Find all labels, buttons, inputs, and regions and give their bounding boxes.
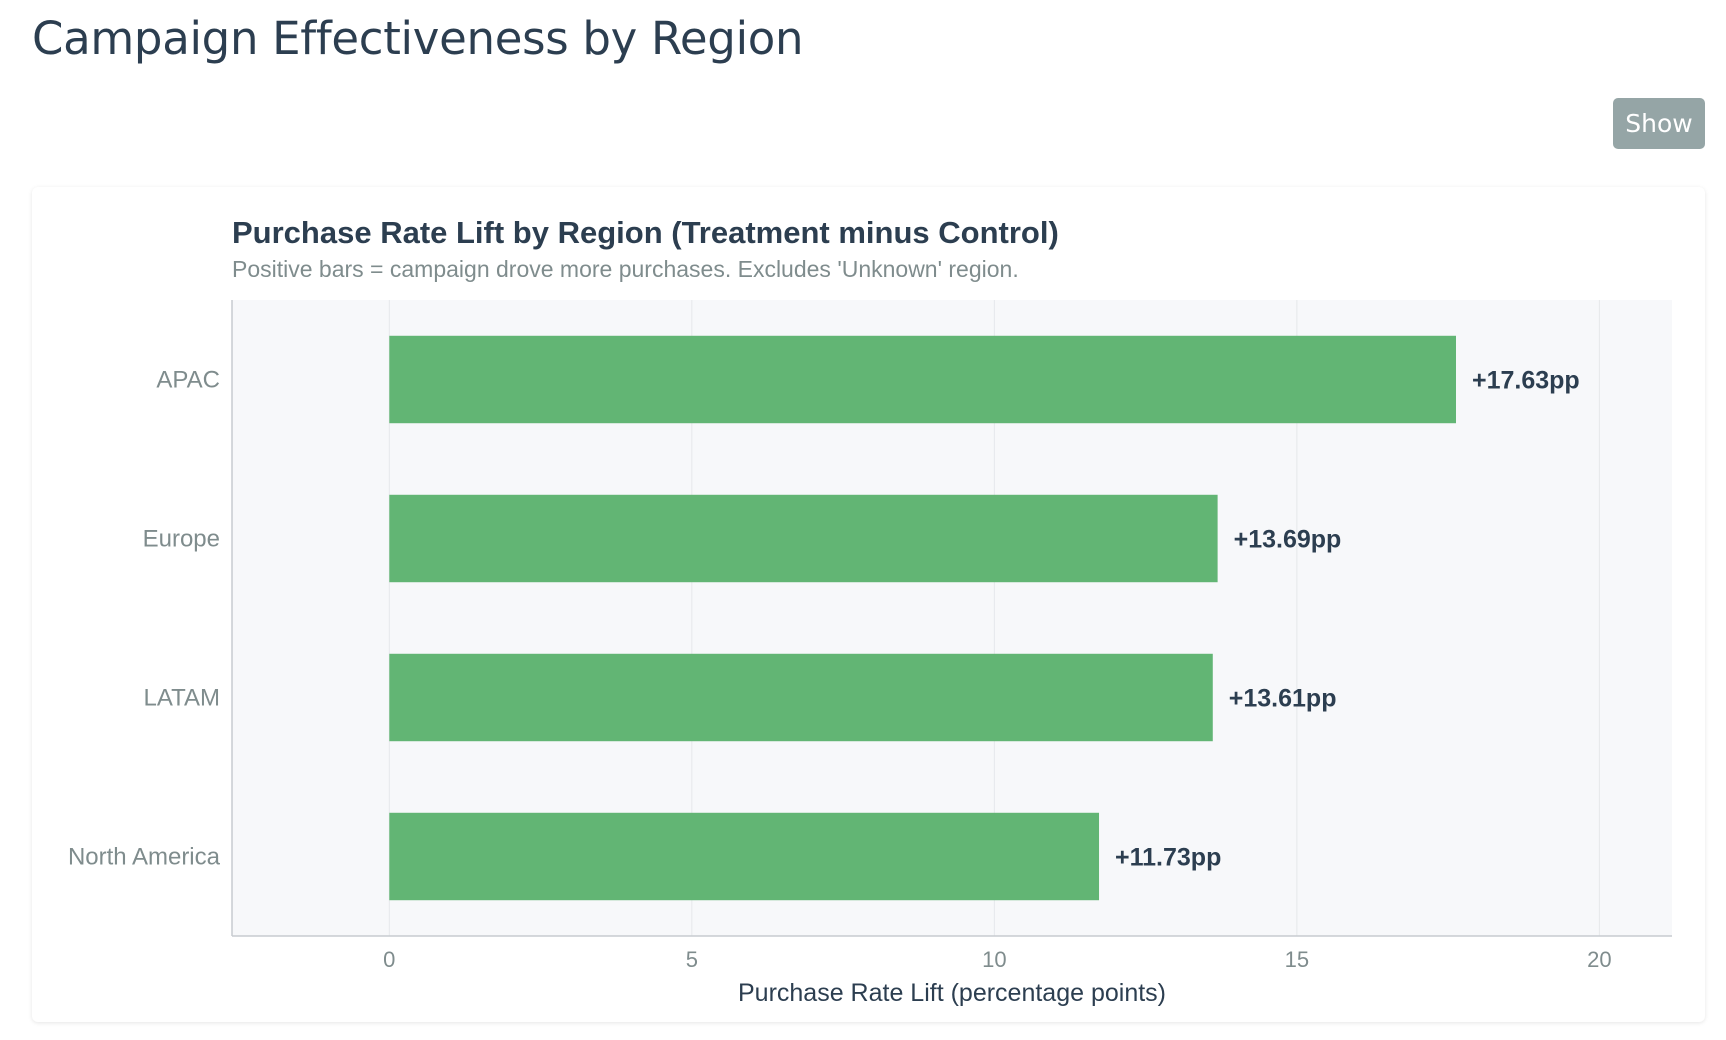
category-label: North America: [68, 844, 221, 871]
x-tick-label: 5: [686, 947, 698, 972]
x-tick-label: 20: [1587, 947, 1611, 972]
chart-title: Purchase Rate Lift by Region (Treatment …: [232, 215, 1059, 250]
x-tick-labels: 0 5 10 15 20: [383, 947, 1611, 972]
chart-subtitle: Positive bars = campaign drove more purc…: [232, 256, 1019, 282]
bar-europe: [389, 494, 1218, 583]
x-axis-title: Purchase Rate Lift (percentage points): [738, 979, 1166, 1007]
data-label: +13.69pp: [1234, 526, 1342, 554]
data-label: +17.63pp: [1472, 367, 1580, 395]
x-tick-label: 15: [1285, 947, 1309, 972]
chart-card: Purchase Rate Lift by Region (Treatment …: [32, 187, 1705, 1022]
bars: [389, 335, 1456, 901]
category-label: Europe: [143, 526, 220, 553]
data-labels: +17.63pp +13.69pp +13.61pp +11.73pp: [1115, 367, 1580, 872]
data-label: +13.61pp: [1229, 685, 1337, 713]
show-button[interactable]: Show: [1613, 98, 1705, 149]
bar-latam: [389, 653, 1213, 742]
category-label: APAC: [156, 367, 220, 394]
data-label: +11.73pp: [1115, 844, 1221, 872]
x-tick-label: 0: [383, 947, 395, 972]
x-tick-label: 10: [982, 947, 1006, 972]
category-label: LATAM: [144, 685, 220, 712]
bar-chart: Purchase Rate Lift by Region (Treatment …: [68, 215, 1672, 1007]
bar-north-america: [389, 812, 1100, 901]
bar-apac: [389, 335, 1456, 424]
page-title: Campaign Effectiveness by Region: [32, 12, 804, 65]
category-labels: APAC Europe LATAM North America: [68, 367, 221, 871]
